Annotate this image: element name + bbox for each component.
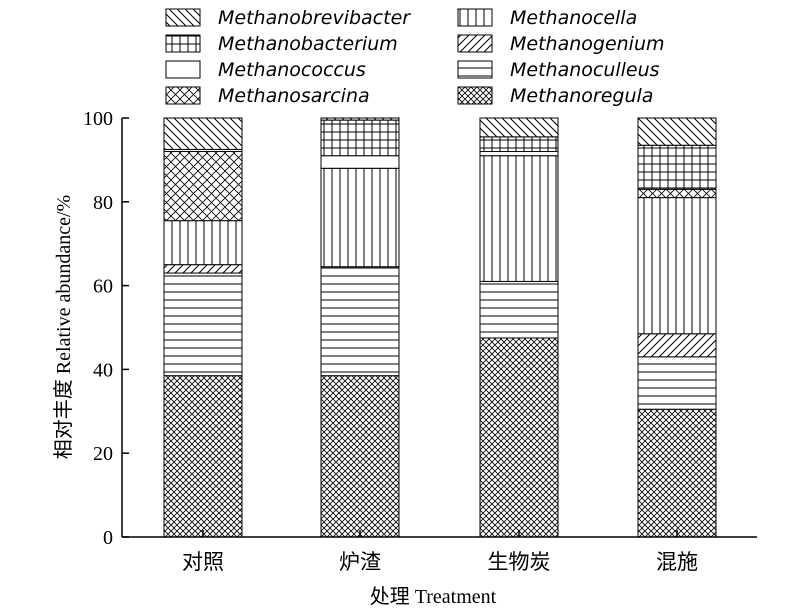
bar-segment-methanobacterium-3 <box>479 136 559 153</box>
y-tick-label-5: 100 <box>83 108 113 130</box>
bar-segment-methanoregula-1 <box>163 375 243 538</box>
bar-segment-methanogenium-4 <box>637 333 717 358</box>
bar-segment-methanococcus-2 <box>320 155 400 169</box>
legend-swatch-methanosarcina <box>165 86 201 105</box>
legend-label-methanocella: Methanocella <box>510 7 637 29</box>
y-tick-label-4: 80 <box>93 192 113 214</box>
x-tick-label-2: 炉渣 <box>339 550 381 574</box>
bar-segment-methanoculleus-1 <box>163 272 243 377</box>
legend-label-methanobrevibacter: Methanobrevibacter <box>218 7 411 29</box>
bar-segment-methanocella-2 <box>320 167 400 268</box>
axes-group <box>121 118 757 538</box>
x-axis-label: 处理 Treatment <box>370 585 497 608</box>
bar-segment-methanosarcina-1 <box>163 151 243 222</box>
bar-segment-methanobrevibacter-2 <box>320 117 400 121</box>
legend-swatch-methanobacterium <box>165 34 201 53</box>
bars-group <box>163 117 717 538</box>
bar-segment-methanosarcina-4 <box>637 188 717 199</box>
legend-swatch-methanococcus <box>165 60 201 79</box>
chart-legend: Methanobrevibacter Methanobacterium Methan… <box>165 7 665 107</box>
legend-label-methanoregula: Methanoregula <box>510 85 653 107</box>
legend-label-methanoculleus: Methanoculleus <box>510 59 660 81</box>
x-tick-label-3: 生物炭 <box>488 550 551 574</box>
y-axis-label: 相对丰度 Relative abundance/% <box>52 195 75 459</box>
bar-segment-methanocella-1 <box>163 220 243 266</box>
legend-label-methanosarcina: Methanosarcina <box>218 85 370 107</box>
legend-label-methanogenium: Methanogenium <box>510 33 665 55</box>
legend-label-methanococcus: Methanococcus <box>218 59 366 81</box>
bar-segment-methanocella-4 <box>637 197 717 335</box>
bar-segment-methanobrevibacter-1 <box>163 117 243 150</box>
y-tick-label-0: 0 <box>103 527 113 549</box>
ticks-group: 0 20 40 60 80 100 对照 炉渣 生物炭 混施 <box>83 108 698 574</box>
bar-segment-methanobrevibacter-4 <box>637 117 717 146</box>
legend-label-methanobacterium: Methanobacterium <box>218 33 398 55</box>
bar-segment-methanoculleus-2 <box>320 266 400 377</box>
bar-segment-methanobacterium-2 <box>320 119 400 157</box>
bar-segment-methanococcus-3 <box>479 151 559 157</box>
bar-segment-methanoculleus-3 <box>479 280 559 339</box>
y-tick-label-1: 20 <box>93 443 113 465</box>
bar-segment-methanocella-3 <box>479 155 559 282</box>
x-tick-label-4: 混施 <box>656 550 698 574</box>
legend-swatch-methanogenium <box>457 34 493 53</box>
legend-swatch-methanoculleus <box>457 60 493 79</box>
legend-swatch-methanocella <box>457 8 493 27</box>
bar-segment-methanoculleus-4 <box>637 356 717 410</box>
bar-segment-methanobrevibacter-3 <box>479 117 559 138</box>
bar-segment-methanogenium-1 <box>163 264 243 274</box>
y-tick-label-2: 40 <box>93 359 113 381</box>
bar-segment-methanoregula-3 <box>479 337 559 538</box>
x-tick-label-1: 对照 <box>182 550 224 574</box>
legend-swatch-methanoregula <box>457 86 493 105</box>
legend-swatch-methanobrevibacter <box>165 8 201 27</box>
bar-segment-methanobacterium-4 <box>637 144 717 190</box>
bar-segment-methanoregula-2 <box>320 375 400 538</box>
y-tick-label-3: 60 <box>93 276 113 298</box>
bar-segment-methanoregula-4 <box>637 408 717 538</box>
